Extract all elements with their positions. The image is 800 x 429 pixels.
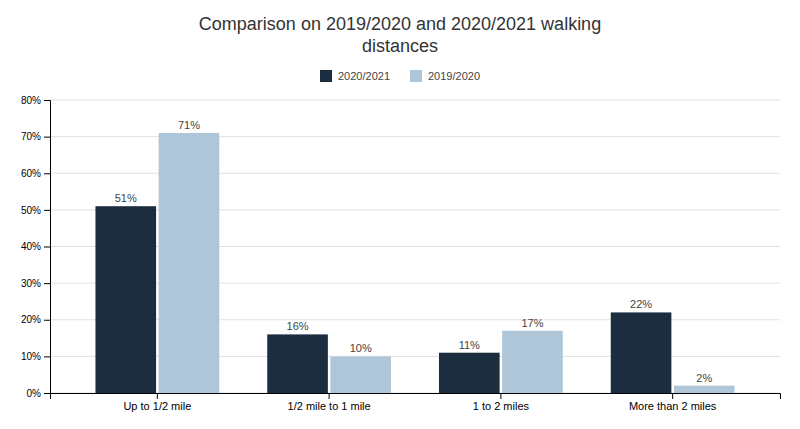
y-tick-label: 70% (21, 131, 41, 142)
x-tick-mark (500, 393, 501, 399)
x-axis-line (51, 394, 781, 400)
data-label: 17% (521, 317, 543, 329)
y-tick: 40% (21, 241, 50, 252)
bar (330, 356, 391, 393)
legend-label: 2019/2020 (428, 70, 480, 82)
y-tick-mark (44, 100, 50, 101)
y-tick-label: 0% (27, 388, 42, 399)
y-tick: 30% (21, 278, 50, 289)
x-tick: 1/2 mile to 1 mile (288, 393, 371, 412)
bars (95, 133, 734, 393)
y-tick-label: 10% (21, 351, 41, 362)
bar (267, 334, 328, 393)
data-label: 71% (178, 119, 200, 131)
x-tick: Up to 1/2 mile (123, 393, 191, 412)
y-tick-mark (44, 173, 50, 174)
data-label: 22% (630, 298, 652, 310)
y-tick-mark (44, 393, 50, 394)
bar (439, 353, 500, 393)
title: Comparison on 2019/2020 and 2020/2021 wa… (199, 14, 601, 56)
x-tick: 1 to 2 miles (473, 393, 530, 412)
y-tick: 50% (21, 205, 50, 216)
x-tick-mark (672, 393, 673, 399)
grid-line (50, 100, 780, 101)
y-tick-mark (44, 137, 50, 138)
x-tick-label: 1 to 2 miles (473, 400, 530, 412)
grid (50, 100, 780, 393)
data-label: 51% (115, 192, 137, 204)
x-tick-label: 1/2 mile to 1 mile (288, 400, 371, 412)
y-tick-mark (44, 247, 50, 248)
title-line: Comparison on 2019/2020 and 2020/2021 wa… (199, 14, 601, 34)
y-tick: 10% (21, 351, 50, 362)
data-label: 10% (350, 342, 372, 354)
y-tick-label: 60% (21, 168, 41, 179)
legend: 2020/2021 2019/2020 (320, 70, 480, 82)
legend-item: 2020/2021 (320, 70, 390, 82)
bar-series (159, 133, 735, 393)
data-labels: 51% 16% 11% 22% 71% 10% 17% 2% (115, 119, 713, 384)
y-axis-line (44, 101, 51, 394)
y-tick: 0% (27, 388, 50, 399)
y-tick-mark (44, 320, 50, 321)
y-tick-label: 30% (21, 278, 41, 289)
bar (674, 386, 735, 393)
x-tick-label: More than 2 miles (629, 400, 717, 412)
bar (611, 312, 672, 393)
y-tick-label: 80% (21, 95, 41, 106)
legend-swatch (320, 70, 332, 82)
data-label: 11% (459, 339, 480, 351)
chart: 51% 16% 11% 22% 71% 10% 17% 2% 0% 10% 20% 30% 40% 50%… (0, 0, 800, 429)
y-tick-label: 20% (21, 314, 41, 325)
x-axis: Up to 1/2 mile 1/2 mile to 1 mile 1 to 2 m… (51, 393, 781, 412)
x-tick-label: Up to 1/2 mile (123, 400, 191, 412)
y-tick-mark (44, 356, 50, 357)
bar (502, 331, 563, 393)
y-axis: 0% 10% 20% 30% 40% 50% 60% 70% 80% (21, 95, 51, 399)
data-label: 2% (696, 372, 712, 384)
bar (159, 133, 220, 393)
y-tick-label: 50% (21, 205, 41, 216)
y-tick-mark (44, 283, 50, 284)
y-tick: 70% (21, 131, 50, 142)
title-line: distances (362, 36, 438, 56)
y-tick-mark (44, 210, 50, 211)
y-tick: 60% (21, 168, 50, 179)
bar (95, 206, 156, 393)
data-label: 16% (287, 320, 309, 332)
x-tick-mark (157, 393, 158, 399)
y-tick: 80% (21, 95, 50, 106)
y-tick: 20% (21, 314, 50, 325)
x-tick-mark (329, 393, 330, 399)
legend-swatch (410, 70, 422, 82)
y-tick-label: 40% (21, 241, 41, 252)
x-tick: More than 2 miles (629, 393, 717, 412)
legend-item: 2019/2020 (410, 70, 480, 82)
legend-label: 2020/2021 (338, 70, 390, 82)
